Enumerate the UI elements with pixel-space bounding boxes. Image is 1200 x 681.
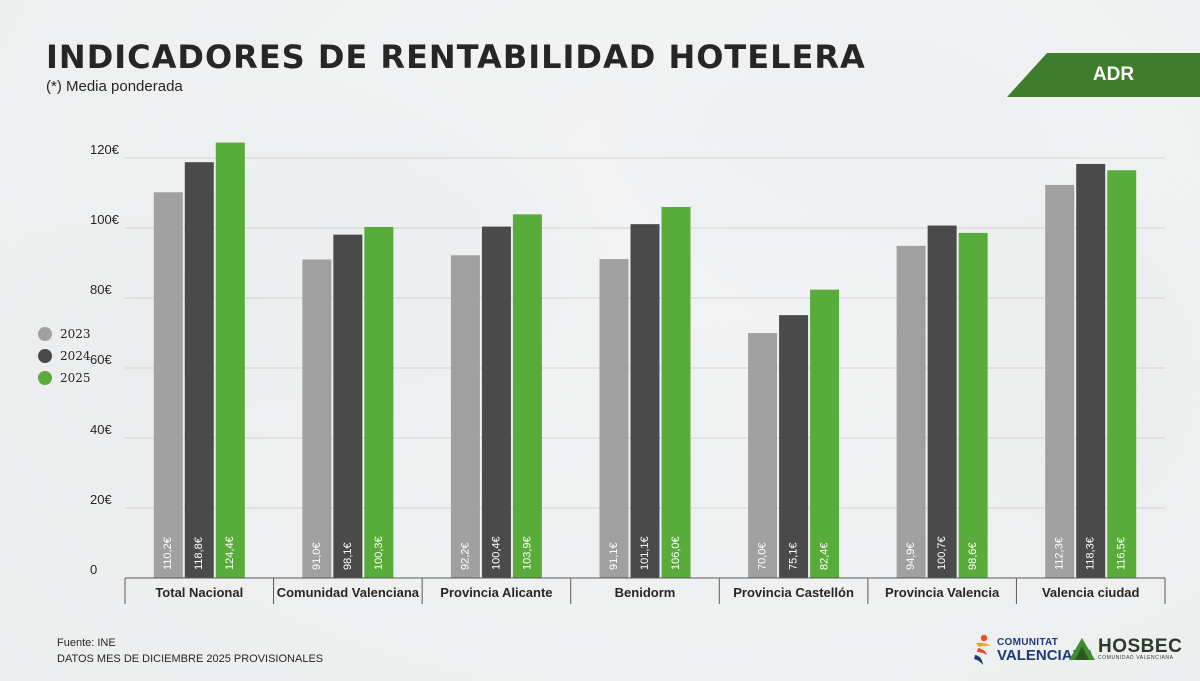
hosbec-subtitle: COMUNIDAD VALENCIANA [1098,655,1174,661]
y-tick-label: 60€ [90,352,112,367]
bar-value-label: 106,0€ [670,536,682,570]
bar-value-label: 118,3€ [1085,537,1097,570]
x-tick-label: Provincia Alicante [440,585,552,600]
hosbec-name: HOSBEC [1098,636,1183,657]
footer-note: DATOS MES DE DICIEMBRE 2025 PROVISIONALE… [57,653,324,665]
y-tick-label: 20€ [90,492,112,507]
bar-value-label: 100,7€ [936,536,948,570]
bar-value-label: 98,1€ [342,542,354,570]
legend-label-2024: 2024 [60,349,91,363]
bar [450,255,480,579]
bar-value-label: 112,3€ [1054,537,1066,570]
legend-swatch-2023 [38,327,52,341]
bar-value-label: 101,1€ [639,536,651,570]
bar-value-label: 92,2€ [459,542,471,570]
y-tick-label: 120€ [90,142,120,157]
bar [599,259,629,578]
bar-value-label: 116,5€ [1116,537,1128,570]
bar-value-label: 110,2€ [162,537,174,570]
page-subtitle: (*) Media ponderada [46,78,183,95]
bar-value-label: 103,9€ [521,536,533,570]
bar [215,142,245,578]
bar [153,192,183,579]
bar [748,333,778,578]
bar [481,226,511,578]
y-tick-label: 0 [90,562,97,577]
legend-swatch-2024 [38,349,52,363]
legend-swatch-2025 [38,371,52,385]
bar [661,207,691,578]
bars: 110,2€ 118,8€ 124,4€ 91,0€ 98,1€ 100,3€ 92,2€ 1… [153,142,1137,579]
bar [927,225,957,579]
bar-value-label: 91,1€ [608,542,620,570]
x-tick-label: Benidorm [615,585,676,600]
bar [1107,170,1137,578]
bar-value-label: 100,3€ [373,536,385,570]
legend-item-2024: 2024 [38,345,91,367]
bar [958,232,988,578]
y-tick-label: 100€ [90,212,120,227]
bar [1045,184,1075,578]
x-tick-label: Provincia Castellón [733,585,854,600]
page-title: INDICADORES DE RENTABILIDAD HOTELERA [46,38,866,76]
bar [810,289,840,578]
x-tick-label: Comunidad Valenciana [277,585,420,600]
bar-value-label: 75,1€ [787,542,799,570]
bar [302,259,332,578]
hosbec-triangle-icon [1069,638,1095,660]
metric-tag-label: ADR [1092,64,1135,85]
bar [512,214,542,578]
x-tick-label: Provincia Valencia [885,585,1000,600]
legend-label-2025: 2025 [60,371,91,385]
legend-label-2023: 2023 [60,327,91,341]
x-tick-label: Total Nacional [155,585,243,600]
bar [1076,163,1106,578]
bar [779,315,809,578]
bar [184,162,214,578]
legend-item-2023: 2023 [38,323,91,345]
bar-value-label: 94,9€ [905,542,917,570]
x-tick-label: Valencia ciudad [1042,585,1140,600]
y-tick-label: 80€ [90,282,112,297]
bar [333,234,363,578]
bar-value-label: 98,6€ [967,542,979,570]
bar-value-label: 91,0€ [311,542,323,570]
bar [364,226,394,578]
footer-source: Fuente: INE [57,637,116,649]
bar-value-label: 82,4€ [818,542,830,570]
y-tick-label: 40€ [90,422,112,437]
legend-item-2025: 2025 [38,367,91,389]
bar-value-label: 70,0€ [756,542,768,570]
y-axis-ticks: 0 20€ 40€ 60€ 80€ 100€ 120€ [90,142,120,577]
comunitat-valenciana-emblem-icon [974,634,991,665]
legend: 2023 2024 2025 [38,323,91,389]
bar [896,245,926,578]
x-axis: Total Nacional Comunidad Valenciana Provin… [124,577,1166,604]
hosbec-logo: HOSBEC COMUNIDAD VALENCIANA [1068,637,1182,661]
bar-value-label: 118,8€ [193,537,205,570]
bar-value-label: 100,4€ [490,536,502,570]
bar-value-label: 124,4€ [224,536,236,570]
bar [630,224,660,578]
hosbec-wordmark: HOSBEC COMUNIDAD VALENCIANA [1098,637,1182,661]
cv-line1: COMUNITAT [997,636,1059,648]
